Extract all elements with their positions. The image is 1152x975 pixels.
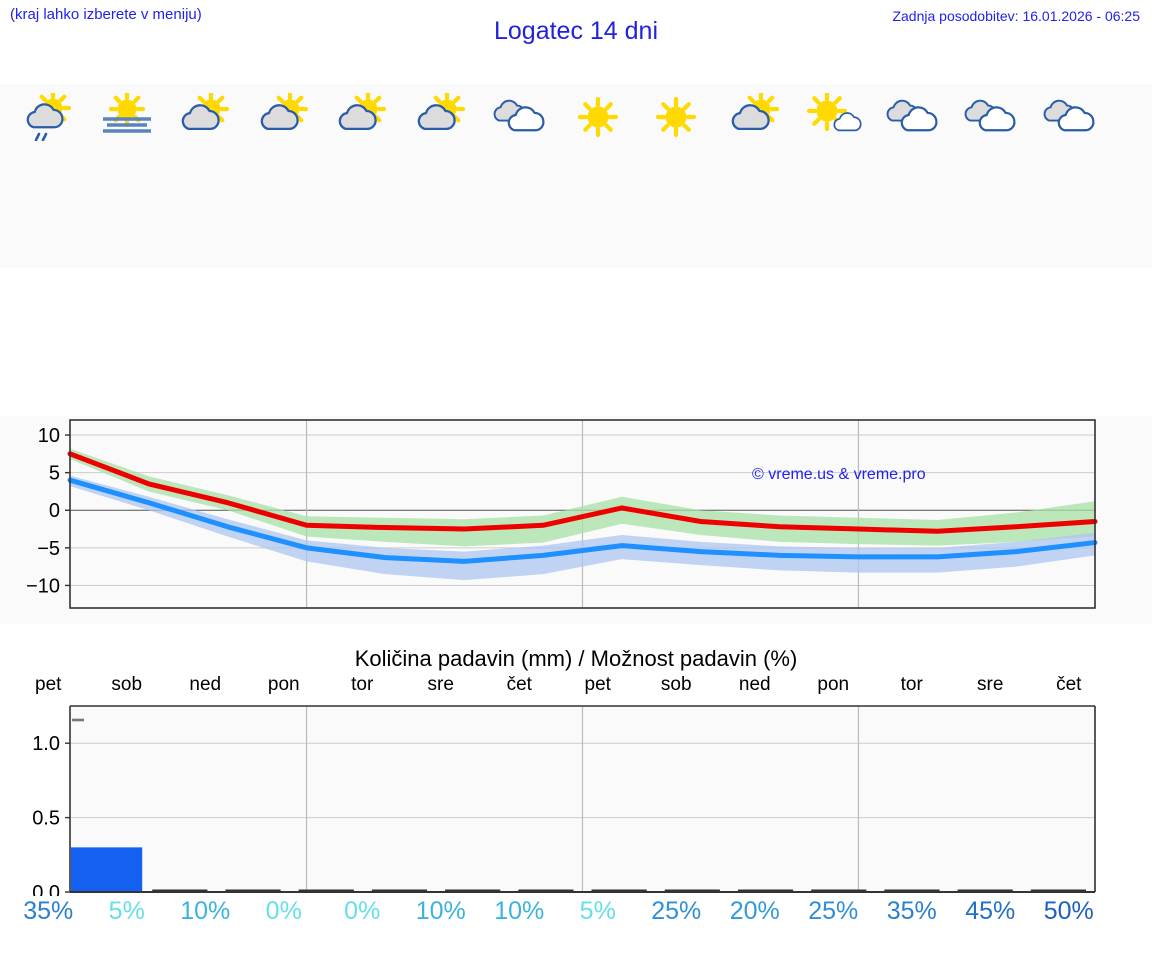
day-column [9,84,88,268]
sun-cloud-icon [323,89,402,145]
cloudy-icon [873,89,952,145]
day-column [480,84,559,268]
svg-text:0: 0 [49,500,60,522]
precip-day-label: pon [817,674,850,695]
sun-icon [637,89,716,145]
copyright-label: © vreme.us & vreme.pro [752,466,926,483]
precip-day-label: sre [427,674,454,695]
day-column [716,84,795,268]
precip-day-label: tor [351,674,374,695]
sun-fog-icon [88,89,167,145]
precip-day-label: sob [660,674,692,695]
cloudy-icon [951,89,1030,145]
day-column [794,84,873,268]
precip-day-label: čet [1056,674,1082,695]
cloudy-icon [480,89,559,145]
page-header: (kraj lahko izberete v meniju) Logatec 1… [0,0,1152,62]
precip-probability: 50% [1043,897,1094,925]
svg-text:−10: −10 [26,575,60,597]
precipitation-day-labels: pet sob ned pon tor sre čet pet sob ned pon tor sre č… [9,674,1152,696]
precip-probability: 25% [651,897,702,925]
precip-day-label: pet [35,674,62,695]
last-updated-label: Zadnja posodobitev: 16.01.2026 - 06:25 [892,8,1140,24]
cloudy-icon [1030,89,1109,145]
precip-probability: 5% [579,897,616,925]
sun-cloud-icon [716,89,795,145]
precip-day-label: čet [506,674,532,695]
precip-probability: 20% [729,897,780,925]
location-menu-hint: (kraj lahko izberete v meniju) [10,6,202,23]
day-column [559,84,638,268]
precip-day-label: ned [738,674,771,695]
day-column [1030,84,1109,268]
precip-probability: 25% [808,897,859,925]
day-column [873,84,952,268]
svg-text:0.5: 0.5 [32,808,60,830]
precip-probability: 0% [265,897,302,925]
precip-probability: 35% [23,897,74,925]
sun-cloud-icon [402,89,481,145]
day-column [88,84,167,268]
precipitation-probability-row: 35% 5% 10% 0% 0% 10% 10% 5% 25% 20% 25% 35% 45% 50% [9,897,1152,926]
sun-cloud-icon [245,89,324,145]
precip-day-label: sre [977,674,1004,695]
precip-day-label: sob [111,674,143,695]
precipitation-chart: 0.0 0.5 1.0 [0,700,1152,896]
sun-small-cloud-icon [794,89,873,145]
svg-text:0.0: 0.0 [32,882,60,896]
precip-day-label: pet [584,674,611,695]
precip-probability: 45% [965,897,1016,925]
svg-text:10: 10 [38,425,60,447]
precipitation-chart-title: Količina padavin (mm) / Možnost padavin … [354,646,798,671]
sun-cloud-icon [166,89,245,145]
day-column [166,84,245,268]
day-column [402,84,481,268]
precip-day-label: ned [189,674,222,695]
svg-text:1.0: 1.0 [32,733,60,755]
precip-day-label: pon [267,674,300,695]
sun-cloud-rain-icon [9,89,88,145]
precip-probability: 35% [886,897,937,925]
precip-probability: 10% [494,897,545,925]
daily-forecast-strip [0,84,1152,268]
temperature-chart: 10 5 0 −5 −10 [0,378,1152,624]
precip-day-label: tor [900,674,923,695]
day-column [637,84,716,268]
precip-probability: 10% [415,897,466,925]
precip-probability: 0% [344,897,381,925]
sun-icon [559,89,638,145]
page-title: Logatec 14 dni [493,17,659,45]
day-column [323,84,402,268]
day-column [951,84,1030,268]
svg-text:5: 5 [49,463,60,485]
precip-probability: 10% [180,897,231,925]
day-column [245,84,324,268]
precip-probability: 5% [108,897,145,925]
svg-text:−5: −5 [37,538,60,560]
